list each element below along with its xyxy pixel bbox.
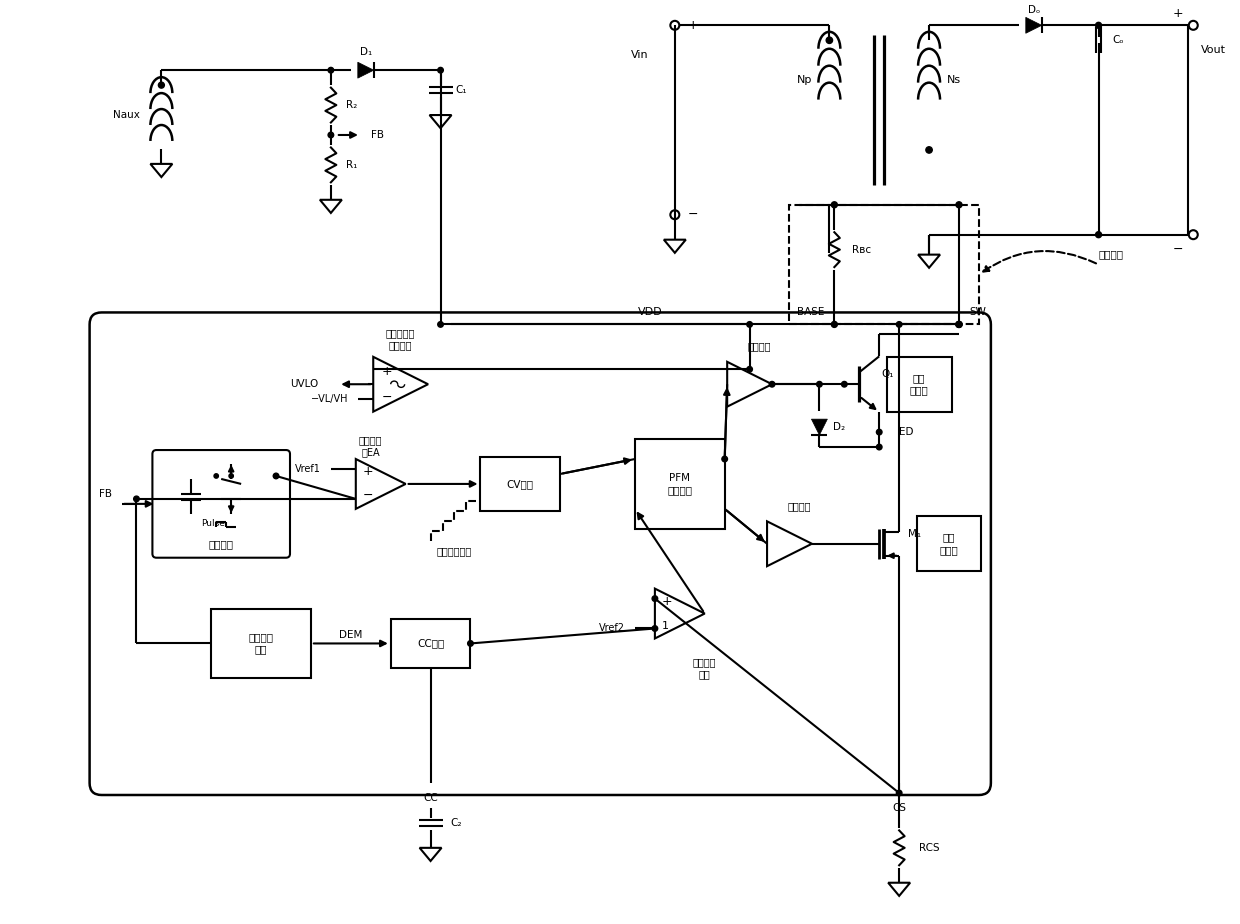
Text: −VL/VH: −VL/VH — [311, 395, 348, 404]
Circle shape — [438, 322, 444, 327]
Circle shape — [229, 474, 233, 478]
Text: CS: CS — [892, 803, 906, 813]
Text: 采样保持: 采样保持 — [208, 539, 233, 549]
Text: D₂: D₂ — [833, 422, 846, 432]
Circle shape — [956, 201, 962, 208]
Text: 功率
开关管: 功率 开关管 — [940, 532, 959, 555]
Text: Cₒ: Cₒ — [1112, 35, 1125, 45]
Bar — [887, 357, 951, 412]
Circle shape — [722, 456, 728, 462]
Text: +: + — [363, 466, 373, 479]
Circle shape — [897, 790, 901, 796]
Text: 栅极驱动: 栅极驱动 — [787, 501, 811, 511]
Text: BASE: BASE — [797, 308, 825, 318]
Text: Dₒ: Dₒ — [1028, 6, 1040, 16]
Circle shape — [134, 496, 139, 502]
Circle shape — [897, 322, 901, 327]
Circle shape — [831, 201, 837, 208]
Text: Vref1: Vref1 — [295, 464, 321, 474]
Text: Q₁: Q₁ — [880, 370, 894, 379]
Text: RCS: RCS — [919, 843, 940, 853]
Circle shape — [817, 382, 822, 387]
Bar — [916, 517, 981, 571]
Text: Rвс: Rвс — [852, 245, 872, 255]
Text: R₂: R₂ — [346, 100, 357, 110]
Circle shape — [652, 626, 657, 631]
Text: −: − — [688, 208, 698, 221]
Circle shape — [746, 322, 753, 327]
Text: 1: 1 — [662, 621, 668, 630]
Text: VDD: VDD — [637, 308, 662, 318]
Text: −: − — [1173, 243, 1183, 256]
Text: FB: FB — [371, 130, 383, 140]
Circle shape — [329, 67, 334, 73]
Text: Vin: Vin — [631, 50, 649, 60]
Text: SW: SW — [968, 308, 986, 318]
Bar — [211, 609, 311, 678]
Text: Naux: Naux — [113, 110, 140, 120]
Text: +: + — [1173, 6, 1183, 19]
Text: Vout: Vout — [1200, 45, 1225, 55]
Circle shape — [956, 322, 962, 327]
Text: 误差放大
器EA: 误差放大 器EA — [360, 435, 382, 456]
Circle shape — [329, 132, 334, 138]
Text: DEM: DEM — [339, 630, 362, 640]
Text: Pulse: Pulse — [201, 519, 226, 529]
Circle shape — [956, 322, 962, 327]
Circle shape — [159, 82, 165, 88]
Polygon shape — [811, 419, 827, 435]
Text: −: − — [363, 490, 373, 503]
Text: +: + — [688, 18, 698, 31]
Text: 退磁时间
检测: 退磁时间 检测 — [248, 632, 274, 654]
Circle shape — [273, 473, 279, 479]
Text: D₁: D₁ — [360, 47, 372, 57]
Text: 阶梯上升电压: 阶梯上升电压 — [436, 546, 472, 556]
Circle shape — [826, 37, 832, 43]
Text: Np: Np — [797, 75, 812, 85]
Circle shape — [831, 322, 837, 327]
Text: −: − — [381, 391, 392, 404]
Bar — [635, 439, 724, 529]
Circle shape — [215, 474, 218, 478]
Bar — [790, 205, 978, 324]
Text: C₁: C₁ — [455, 85, 467, 95]
Polygon shape — [358, 62, 373, 79]
Text: ED: ED — [899, 427, 914, 437]
Text: FB: FB — [98, 489, 112, 499]
Polygon shape — [1025, 18, 1042, 33]
Text: CC: CC — [423, 793, 438, 803]
Text: Vref2: Vref2 — [599, 624, 625, 634]
Circle shape — [769, 382, 775, 387]
Text: 启动电路: 启动电路 — [1099, 249, 1123, 260]
Circle shape — [467, 640, 474, 646]
Circle shape — [1096, 22, 1101, 29]
Circle shape — [652, 596, 657, 602]
Circle shape — [877, 444, 882, 450]
Circle shape — [746, 367, 753, 372]
Text: 峰值电流
检测: 峰值电流 检测 — [693, 658, 717, 679]
Text: PFM
逻辑控制: PFM 逻辑控制 — [667, 473, 692, 495]
Circle shape — [926, 147, 932, 153]
Circle shape — [956, 322, 962, 327]
Circle shape — [842, 382, 847, 387]
Circle shape — [877, 430, 882, 435]
Text: CC控制: CC控制 — [417, 638, 444, 649]
Text: 合封
三极管: 合封 三极管 — [910, 373, 929, 395]
Text: CV控制: CV控制 — [507, 479, 533, 489]
Text: +: + — [381, 365, 392, 378]
Circle shape — [1096, 232, 1101, 237]
Circle shape — [438, 67, 444, 73]
Text: +: + — [662, 595, 672, 608]
Bar — [480, 456, 560, 511]
Text: R₁: R₁ — [346, 160, 357, 170]
Bar — [391, 618, 470, 668]
Text: M₁: M₁ — [908, 529, 920, 539]
Text: 启动控制和
低压锁定: 启动控制和 低压锁定 — [386, 329, 415, 350]
Text: 基极驱动: 基极驱动 — [748, 341, 771, 351]
Text: C₂: C₂ — [450, 818, 463, 828]
Text: Ns: Ns — [947, 75, 961, 85]
Text: UVLO: UVLO — [290, 379, 319, 389]
